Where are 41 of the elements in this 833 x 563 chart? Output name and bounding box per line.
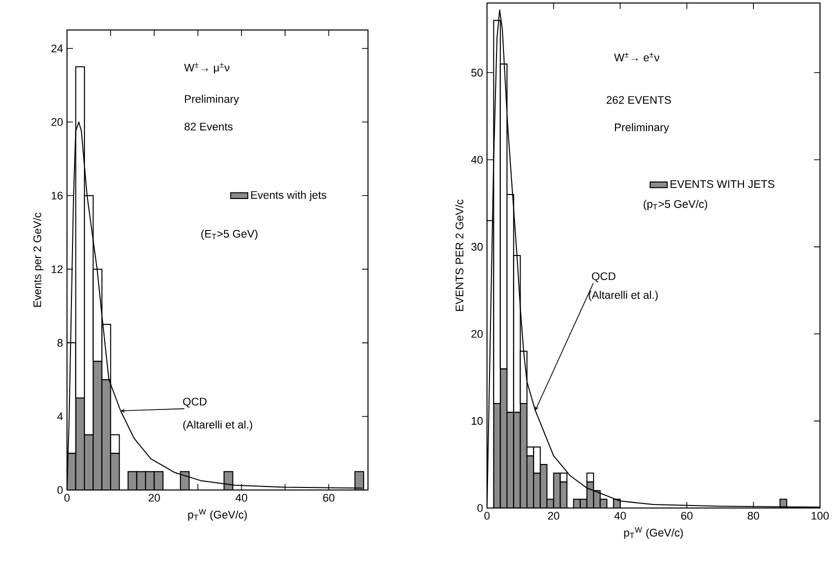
x-tick-label: 20 [548,512,560,520]
y-tick-label: 16 [52,192,63,200]
y-axis-title: Events per 2 GeV/c [33,212,44,307]
y-tick-label: 12 [52,265,63,274]
y-tick-label: 50 [471,68,483,77]
x-axis-title: p$_{T}$$^{W}$ (GeV/c) [624,527,683,539]
y-tick-label: 40 [471,156,483,164]
annotation: (E$_{T}$>5 GeV) [201,230,258,240]
y-tick-label: 24 [51,44,63,52]
y-tick-label: 0 [477,504,483,512]
y-tick-label: 0 [57,486,63,494]
x-axis-title: p$_{T}$$^{W}$ (GeV/c) [188,509,247,521]
y-tick-label: 20 [471,330,483,338]
annotation: (Altarelli et al.) [183,420,252,431]
annotation: QCD [592,272,616,282]
y-tick-label: 20 [51,118,63,126]
y-tick-label: 10 [472,417,483,425]
legend-label: EVENTS WITH JETS [670,180,774,188]
legend-label: Events with jets [251,190,326,202]
x-tick-label: 100 [812,512,829,520]
y-tick-label: 30 [471,242,483,251]
x-tick-label: 0 [484,512,490,520]
annotation: W$^{±}$→ e$^{±}$ν [614,52,660,62]
annotation: Preliminary [614,123,670,134]
x-tick-label: 40 [236,494,248,502]
y-axis-title: EVENTS PER 2 GeV/c [455,200,464,311]
annotation: Preliminary [184,94,240,106]
x-tick-label: 60 [681,512,692,520]
x-tick-label: 60 [323,494,334,502]
x-tick-label: 80 [748,512,760,520]
annotation: W$^{±}$→ μ$^{±}$ν [184,62,230,74]
annotation: 82 Events [184,122,233,130]
x-tick-label: 0 [64,494,70,502]
x-tick-label: 20 [148,494,160,502]
annotation: QCD [183,398,206,408]
y-tick-label: 4 [57,412,63,420]
annotation: 262 EVENTS [606,96,671,104]
annotation: (Altarelli et al.) [588,290,658,302]
x-tick-label: 40 [614,512,626,520]
y-tick-label: 8 [57,338,63,347]
annotation: (p$_{T}$>5 GeV/c) [644,200,708,210]
